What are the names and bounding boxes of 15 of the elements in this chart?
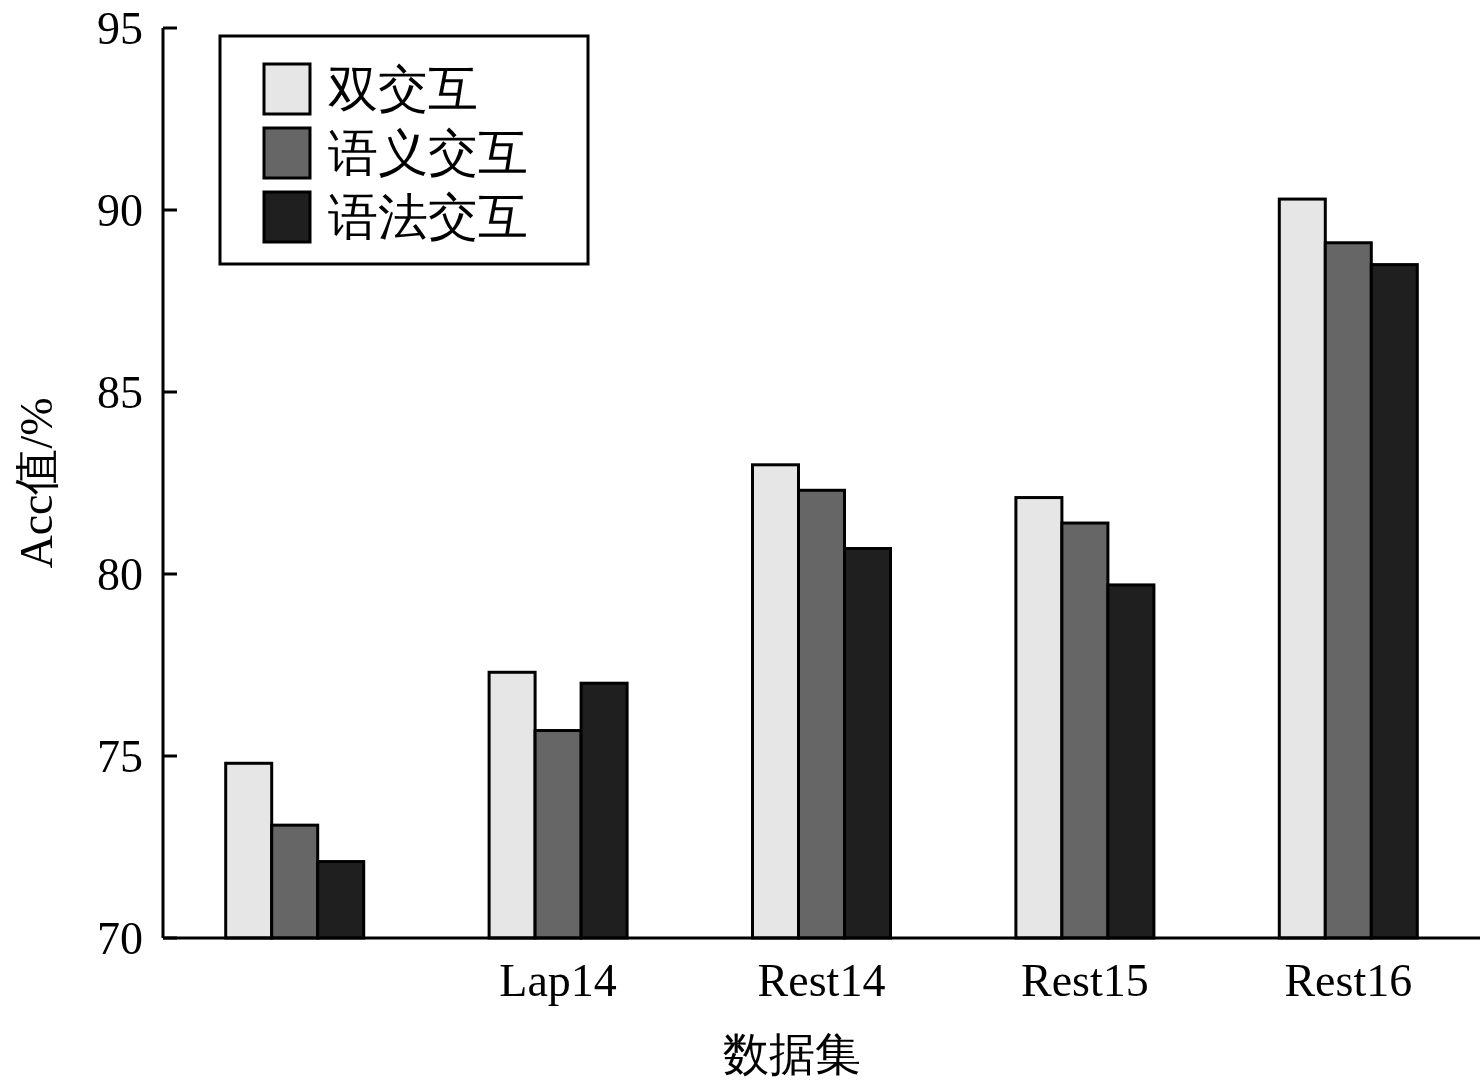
x-tick-label: Rest16: [1284, 955, 1413, 1006]
legend-label: 语法交互: [328, 189, 528, 245]
y-tick-label: 95: [97, 3, 143, 54]
x-axis-title: 数据集: [722, 1029, 861, 1080]
x-tick-label: Rest14: [757, 955, 886, 1006]
legend-label: 双交互: [328, 61, 478, 117]
y-tick-label: 75: [97, 731, 143, 782]
y-tick-label: 80: [97, 549, 143, 600]
legend-label: 语义交互: [328, 125, 528, 181]
y-tick-label: 70: [97, 913, 143, 964]
y-tick-label: 85: [97, 367, 143, 418]
y-axis-title: Acc值/%: [11, 397, 62, 569]
y-tick-label: 90: [97, 185, 143, 236]
x-tick-label: Rest15: [1021, 955, 1149, 1006]
x-tick-label: Lap14: [499, 955, 617, 1006]
